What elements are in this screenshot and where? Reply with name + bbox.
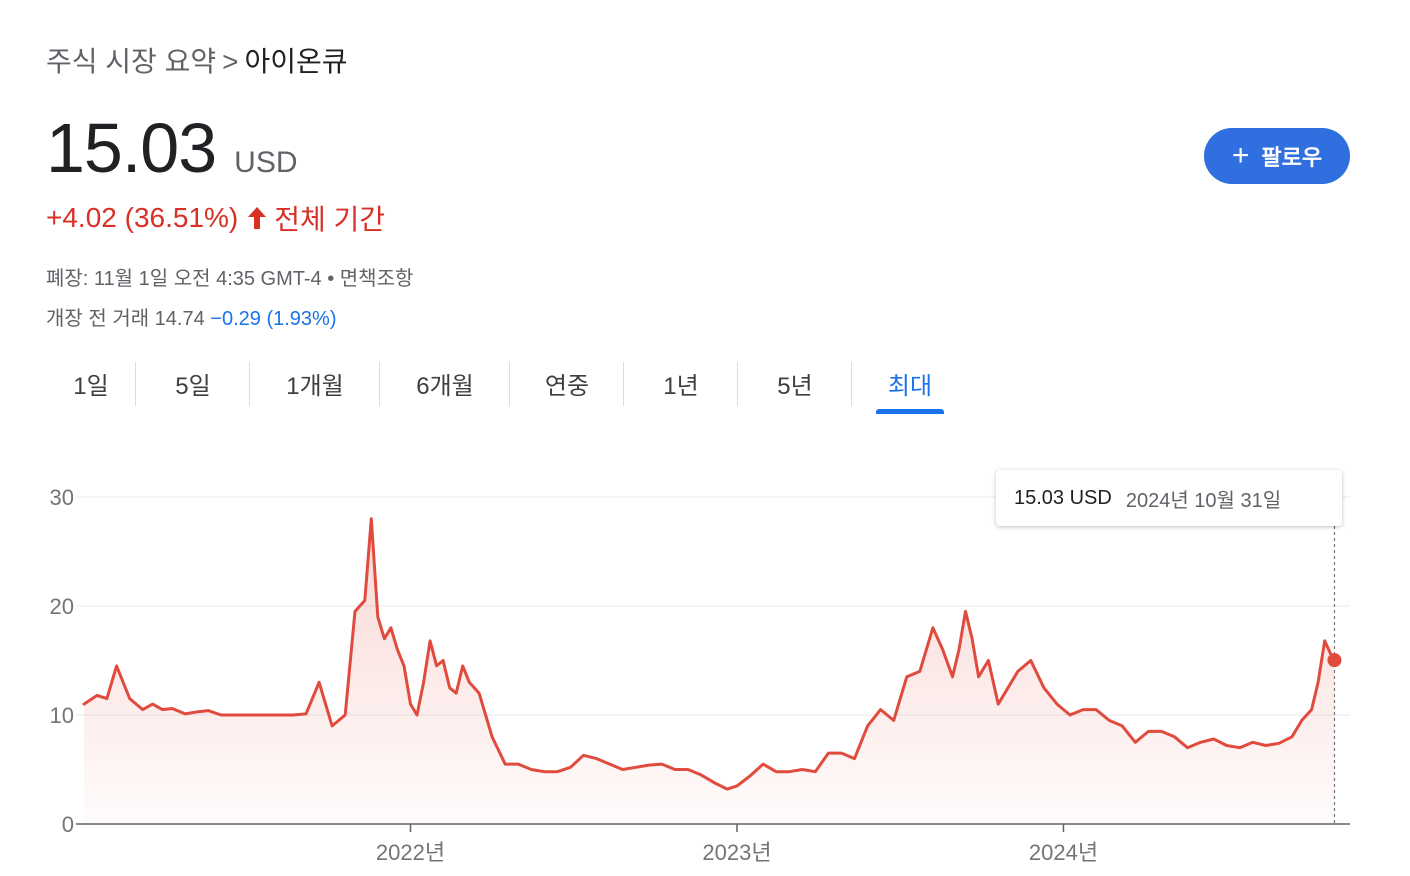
y-tick-label: 10 — [50, 703, 74, 728]
tab-divider — [509, 362, 510, 406]
range-tabs: 1일 5일 1개월 6개월 연중 1년 5년 최대 — [46, 358, 968, 414]
price-chart[interactable]: 0 10 20 30 2022년 2023년 2024년 — [0, 460, 1410, 876]
price-row: 15.03 USD — [46, 108, 298, 188]
tab-label: 6개월 — [416, 373, 474, 400]
tab-label: 1개월 — [286, 373, 344, 400]
x-tick-label: 2023년 — [702, 840, 771, 865]
price-currency: USD — [234, 146, 298, 179]
follow-button[interactable]: + 팔로우 — [1204, 128, 1350, 184]
tab-active-indicator — [876, 409, 944, 414]
tab-divider — [249, 362, 250, 406]
follow-button-label: 팔로우 — [1261, 145, 1323, 170]
chart-svg[interactable]: 0 10 20 30 2022년 2023년 2024년 — [0, 460, 1410, 876]
tab-max[interactable]: 최대 — [852, 358, 968, 414]
price-change-row: +4.02 (36.51%) 전체 기간 — [46, 198, 385, 238]
y-tick-label: 30 — [50, 485, 74, 510]
tab-divider — [379, 362, 380, 406]
hover-point-marker — [1327, 653, 1342, 668]
price-line — [82, 517, 1336, 791]
tab-1d[interactable]: 1일 — [46, 358, 136, 414]
tab-label: 5년 — [777, 373, 813, 400]
price-change-period: 전체 기간 — [274, 204, 386, 235]
tab-label: 1년 — [663, 373, 699, 400]
premarket-info: 개장 전 거래 14.74 −0.29 (1.93%) — [46, 302, 336, 331]
y-tick-label: 20 — [50, 594, 74, 619]
price-area-fill — [84, 518, 1335, 824]
tab-divider — [737, 362, 738, 406]
tab-divider — [135, 362, 136, 406]
close-info: 폐장: 11월 1일 오전 4:35 GMT-4 • 면책조항 — [46, 268, 414, 290]
chart-tooltip: 15.03 USD 2024년 10월 31일 — [996, 470, 1342, 526]
x-tick-label: 2024년 — [1029, 840, 1098, 865]
tab-5y[interactable]: 5년 — [738, 358, 852, 414]
current-price: 15.03 — [46, 109, 217, 187]
tab-1y[interactable]: 1년 — [624, 358, 738, 414]
premarket-label: 개장 전 거래 14.74 — [46, 308, 205, 330]
tooltip-value: 15.03 USD — [1014, 486, 1112, 509]
tab-5d[interactable]: 5일 — [136, 358, 250, 414]
breadcrumb: 주식 시장 요약 > 아이온큐 — [46, 40, 348, 80]
tab-label: 5일 — [175, 373, 211, 400]
tab-1m[interactable]: 1개월 — [250, 358, 380, 414]
arrow-up-icon — [248, 207, 267, 229]
tab-label: 1일 — [73, 373, 109, 400]
y-tick-label: 0 — [62, 812, 74, 837]
tab-divider — [623, 362, 624, 406]
tooltip-date: 2024년 10월 31일 — [1125, 489, 1282, 512]
tab-label: 최대 — [887, 373, 933, 400]
breadcrumb-separator: > — [222, 46, 239, 77]
price-change: +4.02 (36.51%) — [46, 202, 239, 233]
tab-divider — [851, 362, 852, 406]
tab-6m[interactable]: 6개월 — [380, 358, 510, 414]
premarket-change: −0.29 (1.93%) — [210, 308, 337, 330]
plus-icon: + — [1231, 139, 1250, 172]
breadcrumb-parent-link[interactable]: 주식 시장 요약 — [46, 46, 217, 77]
breadcrumb-current: 아이온큐 — [244, 46, 348, 77]
tab-label: 연중 — [544, 373, 590, 400]
tab-ytd[interactable]: 연중 — [510, 358, 624, 414]
x-tick-label: 2022년 — [376, 840, 445, 865]
